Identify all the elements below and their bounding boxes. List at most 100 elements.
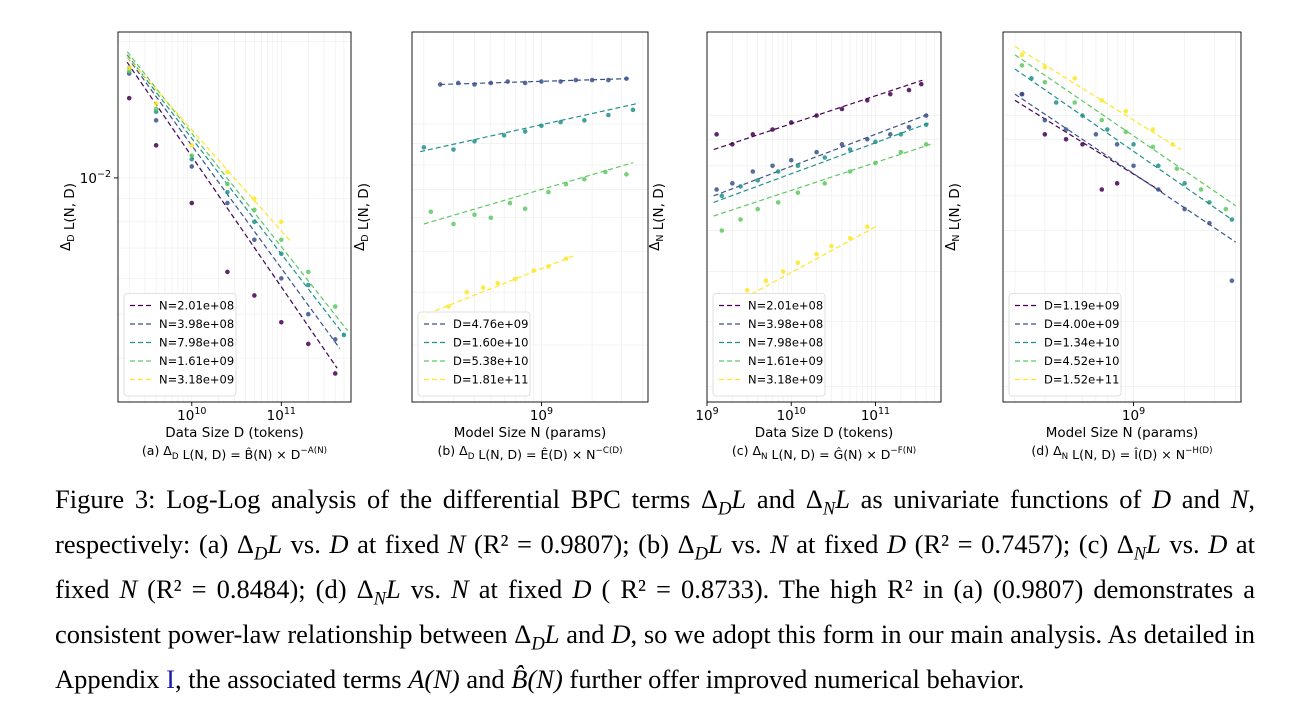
y-axis-label: ΔN L(N, D) [943,183,963,251]
caption-delta: Δ [677,528,695,559]
data-point [719,193,725,199]
data-point [822,155,828,160]
data-point [252,207,257,213]
data-point [744,288,750,293]
data-point [522,206,528,212]
figure-caption: Figure 3: Log-Log analysis of the differ… [55,482,1255,696]
data-point [1123,108,1129,114]
data-point [906,87,912,93]
x-tick-label: 109 [530,406,553,424]
fit-line-3 [423,162,634,225]
appendix-link[interactable]: I [166,663,175,694]
data-point [522,80,528,86]
data-point [225,189,230,195]
data-point [1150,127,1156,132]
legend-label: D=1.60e+10 [453,336,528,350]
data-point [153,106,159,112]
data-point [539,123,544,129]
data-point [1223,206,1229,212]
data-point [1104,127,1110,132]
data-point [1156,163,1161,169]
data-point [1019,63,1025,68]
fit-line-2 [1014,93,1237,243]
data-point [225,200,230,206]
data-point [606,77,611,83]
data-point [539,79,544,84]
caption-delta: Δ [514,618,532,649]
data-point [1042,79,1048,85]
x-tick-label: 1011 [861,406,890,424]
data-point [795,190,801,195]
data-point [1093,132,1099,137]
legend-label: N=3.18e+09 [159,373,234,387]
data-point [1229,278,1235,284]
data-point [763,278,769,284]
data-point [624,172,629,177]
x-tick-label: 1010 [777,406,806,424]
axes-frame [411,31,649,403]
legend-label: N=2.01e+08 [159,299,234,313]
x-axis-label: Model Size N (params) [1046,425,1199,441]
data-point [1150,144,1156,150]
x-axis-label: Data Size D (tokens) [755,425,894,441]
data-point [126,65,132,71]
y-axis-label: ΔD L(N, D) [58,183,78,251]
data-point [814,113,819,118]
data-point [153,101,159,106]
data-point [887,91,893,97]
axes-frame [706,31,942,403]
data-point [606,112,611,118]
data-point [225,169,230,175]
grid [412,32,648,402]
data-point [332,371,338,376]
legend-label: D=1.34e+10 [1044,336,1119,350]
data-point [873,160,878,166]
fit-line-4 [126,51,349,332]
data-point [864,98,870,103]
caption-delta: Δ [805,484,823,514]
data-point [847,235,853,241]
data-point [279,219,284,225]
data-point [446,304,451,309]
data-point [332,304,338,309]
data-point [775,200,781,205]
data-point [1042,117,1048,123]
data-point [1170,142,1175,147]
legend-label: D=4.76e+09 [453,317,528,331]
data-point [437,82,443,87]
legend: D=4.76e+09 D=1.60e+10 D=5.38e+10 D=1.81e+11 [417,311,531,397]
fit-line-4 [1014,54,1237,207]
data-point [589,77,595,83]
fit-line-1 [713,79,923,151]
data-point [1182,206,1187,212]
data-point [814,149,819,155]
data-point [488,80,494,86]
data-point [795,163,801,169]
data-point [582,118,587,123]
fit-line-1 [126,61,338,369]
data-point [472,82,477,87]
legend-box [417,311,531,397]
data-point [770,163,775,169]
data-point [918,81,924,87]
data-point [126,68,132,74]
caption-label: Figure 3: [55,484,156,514]
legend-label: N=7.98e+08 [159,336,234,350]
axes-frame [117,31,352,403]
data-point [1099,98,1105,103]
data-point [839,142,845,147]
caption-delta: Δ [236,528,254,559]
legend-label: N=7.98e+08 [748,336,823,350]
data-point [714,132,719,137]
legend-label: D=4.00e+09 [1044,317,1119,331]
data-point [750,169,756,174]
data-point [279,237,284,243]
fit-line-3 [713,121,931,203]
data-point [279,319,284,325]
data-point [189,164,195,169]
data-point [573,77,579,83]
data-point [864,137,870,142]
data-point [1072,76,1078,81]
data-point [455,80,461,86]
data-point [788,157,794,163]
